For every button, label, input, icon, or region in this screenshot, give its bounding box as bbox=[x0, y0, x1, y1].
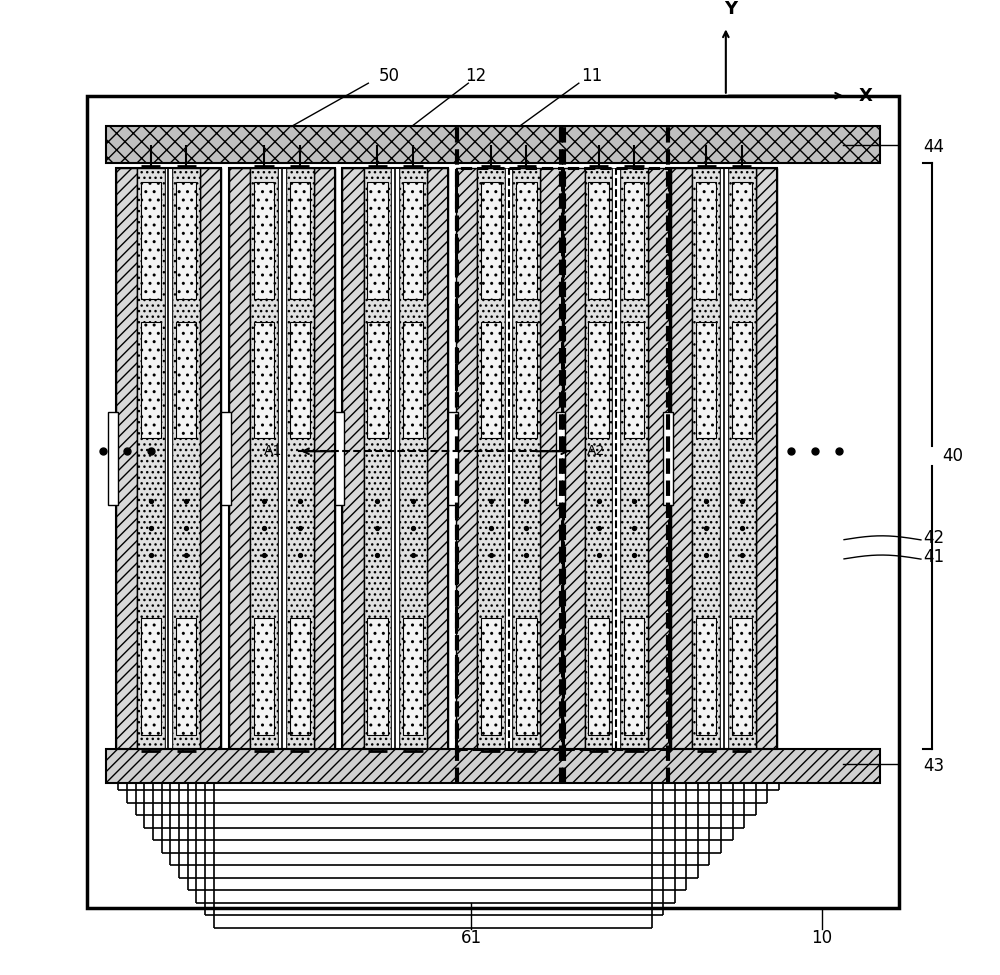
Bar bbox=[403, 182, 423, 298]
Text: 11: 11 bbox=[581, 67, 602, 86]
Bar bbox=[585, 168, 612, 749]
Bar bbox=[141, 322, 161, 438]
Bar bbox=[403, 322, 423, 438]
Bar bbox=[108, 412, 118, 505]
Bar bbox=[172, 168, 200, 749]
Bar bbox=[176, 182, 196, 298]
Text: A1: A1 bbox=[263, 445, 282, 458]
Bar bbox=[720, 168, 728, 749]
Bar bbox=[556, 412, 565, 505]
Text: 40: 40 bbox=[942, 448, 963, 465]
Bar bbox=[250, 168, 278, 749]
Bar bbox=[648, 168, 669, 749]
Text: 43: 43 bbox=[923, 757, 944, 774]
Bar bbox=[391, 168, 399, 749]
Bar bbox=[399, 168, 427, 749]
Bar bbox=[516, 182, 537, 298]
Bar bbox=[505, 168, 512, 749]
Bar bbox=[696, 322, 716, 438]
Bar bbox=[116, 168, 137, 749]
Bar bbox=[624, 322, 644, 438]
Bar bbox=[137, 168, 165, 749]
Text: 42: 42 bbox=[923, 528, 944, 547]
Text: 10: 10 bbox=[811, 929, 832, 948]
Bar bbox=[512, 168, 540, 749]
Bar bbox=[229, 168, 335, 749]
Bar bbox=[481, 182, 501, 298]
Bar bbox=[728, 168, 756, 749]
Bar bbox=[367, 322, 388, 438]
Bar bbox=[732, 182, 752, 298]
Bar bbox=[696, 618, 716, 734]
Bar bbox=[290, 618, 310, 734]
Bar bbox=[756, 168, 777, 749]
Bar bbox=[335, 412, 344, 505]
Bar bbox=[364, 168, 391, 749]
Bar bbox=[456, 168, 477, 749]
Text: A2: A2 bbox=[586, 445, 605, 458]
Bar bbox=[176, 618, 196, 734]
Text: 50: 50 bbox=[379, 67, 400, 86]
Bar bbox=[286, 168, 314, 749]
Bar bbox=[696, 182, 716, 298]
Bar bbox=[254, 182, 274, 298]
Bar bbox=[516, 618, 537, 734]
Bar bbox=[141, 618, 161, 734]
Bar bbox=[116, 168, 221, 749]
Bar bbox=[278, 168, 286, 749]
Bar bbox=[342, 168, 448, 749]
Bar bbox=[624, 182, 644, 298]
Bar bbox=[367, 182, 388, 298]
Bar bbox=[229, 168, 250, 749]
Bar bbox=[620, 168, 648, 749]
Bar bbox=[477, 168, 505, 749]
Bar bbox=[254, 618, 274, 734]
Bar bbox=[290, 182, 310, 298]
Text: 12: 12 bbox=[465, 67, 487, 86]
Bar bbox=[290, 322, 310, 438]
Bar bbox=[663, 412, 673, 505]
Bar bbox=[588, 322, 609, 438]
Text: 41: 41 bbox=[923, 548, 944, 566]
Bar bbox=[481, 322, 501, 438]
Bar bbox=[588, 182, 609, 298]
Bar bbox=[221, 412, 231, 505]
Bar bbox=[367, 618, 388, 734]
Bar bbox=[141, 182, 161, 298]
Bar bbox=[87, 96, 899, 908]
Bar bbox=[448, 412, 458, 505]
Bar bbox=[106, 127, 880, 163]
Bar bbox=[540, 168, 562, 749]
Bar bbox=[254, 322, 274, 438]
Bar bbox=[732, 322, 752, 438]
Bar bbox=[165, 168, 172, 749]
Text: Y: Y bbox=[724, 0, 737, 18]
Text: X: X bbox=[858, 87, 872, 104]
Bar bbox=[176, 322, 196, 438]
Bar bbox=[456, 168, 562, 749]
Bar bbox=[671, 168, 777, 749]
Bar bbox=[692, 168, 720, 749]
Bar bbox=[481, 618, 501, 734]
Bar bbox=[314, 168, 335, 749]
Bar bbox=[342, 168, 364, 749]
Text: 61: 61 bbox=[461, 929, 482, 948]
Bar bbox=[200, 168, 221, 749]
Bar bbox=[732, 618, 752, 734]
Bar bbox=[624, 618, 644, 734]
Bar bbox=[588, 618, 609, 734]
Bar bbox=[403, 618, 423, 734]
Text: 44: 44 bbox=[923, 137, 944, 156]
Bar bbox=[106, 749, 880, 783]
Bar bbox=[612, 168, 620, 749]
Bar bbox=[563, 168, 585, 749]
Bar bbox=[671, 168, 692, 749]
Bar bbox=[563, 168, 669, 749]
Bar bbox=[516, 322, 537, 438]
Bar bbox=[427, 168, 448, 749]
